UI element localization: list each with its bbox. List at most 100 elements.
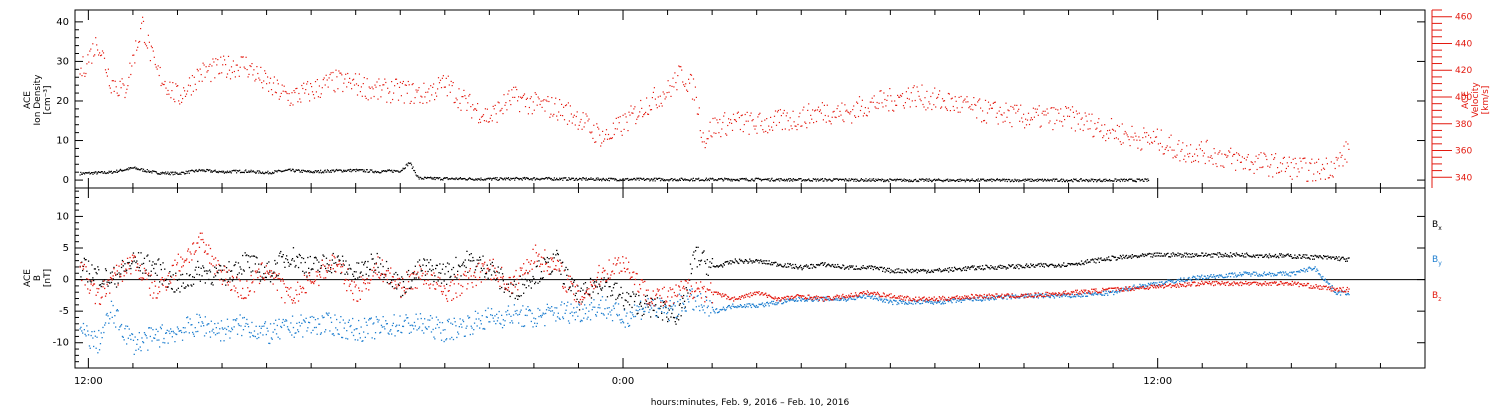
field-point-bx [702,251,704,253]
field-point-bx [482,255,484,257]
velocity-point [983,120,985,122]
field-point-bx [934,269,936,271]
velocity-point [346,86,348,88]
velocity-point [122,83,124,85]
field-point-by [553,312,555,314]
field-point-by [477,312,479,314]
field-point-by [221,327,223,329]
velocity-point [1094,122,1096,125]
density-point [836,178,838,180]
field-point-by [302,319,305,321]
field-point-bx [1182,256,1184,258]
field-point-bx [1284,255,1287,257]
velocity-point [1059,120,1061,122]
field-point-by [260,327,262,329]
density-point [938,178,940,180]
density-point [608,180,610,182]
field-point-bx [1220,255,1222,258]
velocity-point [1130,136,1132,138]
field-point-bx [347,273,349,275]
density-point [1073,178,1075,180]
field-point-bx [666,316,668,318]
field-point-by [138,332,140,334]
top-right-tick-label: 340 [1455,173,1472,183]
field-point-bx [1121,258,1123,260]
field-point-by [603,314,605,316]
density-point [621,179,623,181]
density-point [950,180,952,182]
field-point-bx [601,287,604,289]
field-point-bx [412,272,414,274]
field-point-bx [1309,258,1311,260]
density-point [1045,180,1047,182]
field-point-bx [109,282,111,284]
density-point [166,172,168,175]
velocity-point [482,114,485,116]
velocity-point [864,107,866,109]
field-point-by [440,332,442,334]
density-point [584,177,586,180]
field-point-by [590,302,593,304]
field-point-bx [1133,255,1135,257]
velocity-point [1321,163,1324,166]
field-point-bx [94,268,96,270]
field-point-bx [116,273,118,275]
density-point [1135,180,1137,183]
field-point-bx [578,301,580,303]
field-point-bx [574,294,576,297]
density-point [400,170,402,172]
field-point-bx [213,276,215,278]
field-point-bx [456,277,458,279]
density-point [485,179,487,181]
density-point [443,177,445,180]
field-point-bx [732,261,734,263]
velocity-point [562,115,564,117]
density-point [763,178,765,181]
velocity-point [327,86,329,88]
density-point [850,178,853,180]
field-point-by [609,311,611,313]
velocity-point [200,74,202,76]
velocity-point [279,95,281,98]
density-point [948,180,950,182]
velocity-point [1125,132,1127,134]
velocity-point [992,102,994,104]
density-point [856,178,858,180]
field-point-by [598,304,600,306]
field-point-bx [975,268,977,270]
field-point-by [433,336,435,338]
velocity-point [1249,168,1251,171]
velocity-point [732,113,735,115]
density-point [659,180,662,182]
density-point [969,180,971,183]
velocity-point [1269,166,1271,168]
field-point-by [305,317,307,319]
field-point-bx [435,267,437,270]
field-point-bx [392,279,394,281]
velocity-point [341,74,343,76]
field-point-bx [85,259,87,261]
velocity-point [784,128,786,130]
velocity-point [429,100,431,102]
field-point-bx [187,285,190,287]
field-point-bx [900,269,902,271]
field-point-by [165,332,168,334]
density-point [258,172,260,174]
field-point-bx [877,268,879,270]
field-point-bx [787,262,789,265]
field-point-bx [146,255,148,257]
density-point [900,178,902,180]
density-point [311,171,313,173]
velocity-point [127,85,129,87]
density-point [1096,181,1098,183]
field-point-bx [1341,256,1343,258]
field-point-by [621,318,623,321]
density-point [97,171,99,173]
density-point [816,179,818,181]
density-point [399,171,401,173]
field-point-bx [282,254,284,256]
velocity-point [1123,133,1125,135]
velocity-point [998,110,1000,112]
field-point-bx [227,280,229,282]
density-point [333,169,335,171]
